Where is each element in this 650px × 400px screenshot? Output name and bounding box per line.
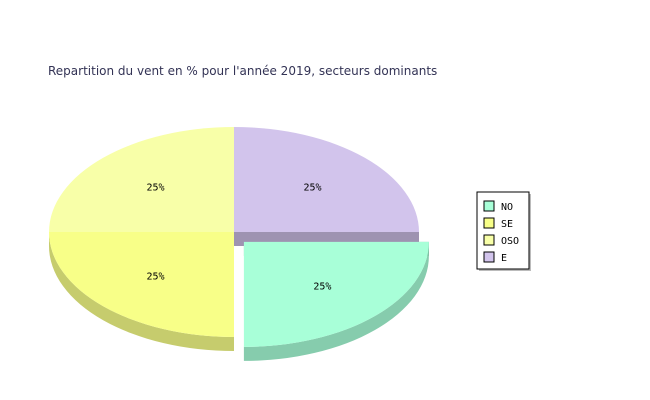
data-label-e: 25% (303, 182, 321, 193)
chart-title: Repartition du vent en % pour l'année 20… (48, 64, 438, 78)
pie-wall-no (243, 241, 429, 361)
legend-swatch-no (483, 200, 495, 212)
legend-swatch-se (483, 217, 495, 229)
legend-label-e: E (501, 253, 507, 264)
legend-swatch-oso (483, 234, 495, 246)
legend-label-se: SE (501, 219, 513, 230)
pie-slice-e (234, 127, 419, 232)
data-label-se: 25% (146, 272, 164, 283)
data-label-no: 25% (313, 281, 331, 292)
pie-wall-se (49, 232, 234, 351)
data-label-oso: 25% (146, 182, 164, 193)
pie-slice-oso (49, 127, 234, 232)
legend-label-no: NO (501, 202, 513, 213)
legend-swatch-e (483, 251, 495, 263)
legend-label-oso: OSO (501, 236, 519, 247)
pie-slice-no (243, 241, 429, 347)
pie-slice-se (49, 232, 234, 337)
